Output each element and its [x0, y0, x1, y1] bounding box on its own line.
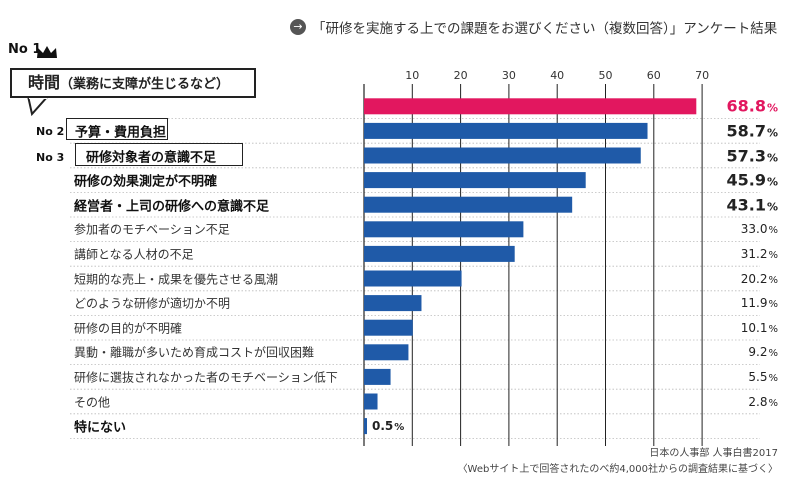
value-label: 10.1% — [740, 320, 778, 335]
value-label: 43.1% — [726, 195, 778, 215]
source-line2: 〈Webサイト上で回答されたのべ約4,000社からの調査結果に基づく〉 — [457, 464, 778, 475]
bar — [364, 172, 586, 189]
value-label: 11.9% — [740, 296, 778, 311]
rank2-box — [66, 118, 168, 140]
category-label: 特にない — [74, 420, 127, 436]
rank-no3: No 3 — [36, 151, 65, 164]
value-label: 0.5% — [372, 419, 405, 434]
category-label: 予算・費用負担 — [75, 125, 167, 141]
value-label: 33.0% — [740, 222, 778, 237]
category-label: 短期的な売上・成果を優先させる風潮 — [74, 272, 279, 286]
bar — [364, 418, 367, 435]
bar — [364, 319, 413, 336]
value-label: 20.2% — [740, 271, 778, 286]
value-label: 2.8% — [748, 394, 778, 409]
callout-main: 時間 — [28, 73, 61, 92]
category-label: 研修の目的が不明確 — [74, 321, 183, 336]
category-label: 研修の効果測定が不明確 — [74, 174, 218, 190]
x-tick-label: 50 — [599, 69, 613, 82]
bar — [364, 344, 409, 361]
x-tick-label: 60 — [647, 69, 661, 82]
top-item-callout: 時間（業務に支障が生じるなど） — [10, 68, 256, 98]
bar — [364, 147, 641, 164]
value-label: 45.9% — [726, 170, 778, 190]
value-label: 68.8% — [726, 96, 778, 116]
bar — [364, 368, 391, 385]
category-label: 異動・離職が多いため育成コストが回収困難 — [74, 345, 315, 360]
bar — [364, 122, 648, 139]
bar — [364, 270, 462, 287]
category-label: その他 — [74, 395, 111, 409]
arrow-right-circle-icon: → — [290, 19, 306, 35]
bar — [364, 98, 697, 115]
bar — [364, 245, 515, 262]
category-label: 講師となる人材の不足 — [74, 247, 194, 262]
value-label: 9.2% — [748, 345, 778, 360]
category-label: 研修に選抜されなかった者のモチベーション低下 — [74, 370, 338, 385]
callout-detail: （業務に支障が生じるなど） — [60, 77, 230, 92]
x-tick-label: 10 — [405, 69, 419, 82]
value-label: 58.7% — [726, 121, 778, 141]
value-label: 57.3% — [726, 146, 778, 165]
chart-title: 「研修を実施する上での課題をお選びください（複数回答）」アンケート結果 — [312, 21, 778, 37]
x-tick-label: 20 — [454, 69, 468, 82]
rank3-box — [75, 143, 243, 166]
crown-icon — [37, 46, 57, 58]
category-label: どのような研修が適切か不明 — [74, 296, 231, 311]
bar — [364, 221, 524, 238]
x-tick-label: 40 — [550, 69, 564, 82]
bar — [364, 295, 422, 312]
value-label: 31.2% — [740, 246, 778, 261]
chart-header: → 「研修を実施する上での課題をお選びください（複数回答）」アンケート結果 — [290, 17, 777, 37]
value-label: 5.5% — [748, 369, 778, 384]
x-tick-label: 30 — [502, 69, 516, 82]
x-tick-label: 70 — [695, 69, 709, 82]
bar — [364, 393, 378, 410]
source-line1: 日本の人事部 人事白書2017 — [649, 448, 778, 459]
category-label: 参加者のモチベーション不足 — [74, 222, 230, 237]
rank-no1: No 1 — [8, 42, 42, 57]
callout-pointer — [26, 96, 50, 116]
bar — [364, 196, 573, 213]
category-label: 経営者・上司の研修への意識不足 — [74, 199, 270, 215]
rank-no2: No 2 — [36, 125, 65, 138]
category-label: 研修対象者の意識不足 — [86, 150, 217, 165]
